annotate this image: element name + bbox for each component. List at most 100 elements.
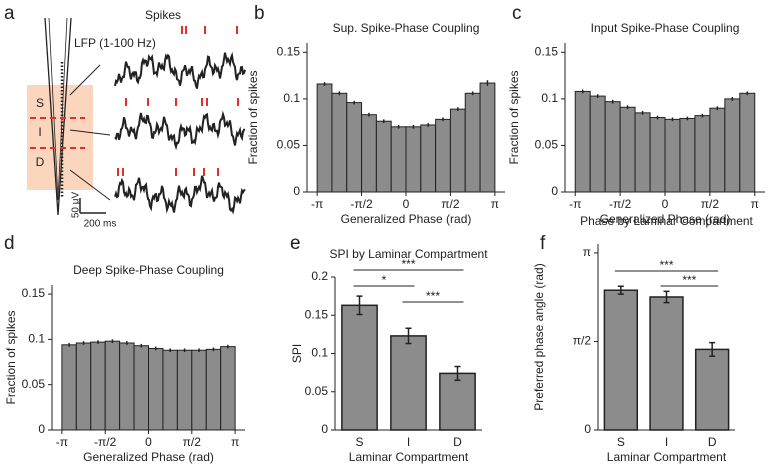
bar [634, 112, 651, 193]
chart-title: SPI by Laminar Compartment [329, 247, 488, 261]
lfp-trace [114, 175, 246, 215]
y-axis-label: SPI [290, 344, 304, 363]
significance-label: *** [682, 273, 696, 287]
x-tick-label: π [231, 435, 239, 449]
x-tick-label: S [617, 435, 625, 449]
x-tick-label: -π/2 [94, 435, 117, 449]
y-tick-label: 0.05 [305, 384, 329, 398]
significance-label: *** [426, 289, 440, 303]
layer-label: D [36, 155, 45, 169]
x-tick-label: -π/2 [609, 197, 632, 211]
y-tick-label: π [583, 245, 591, 259]
bar [119, 342, 135, 431]
bar [420, 124, 437, 193]
bar [90, 341, 106, 431]
scale-y-label: 50 μV [71, 192, 82, 219]
layer-label: S [36, 96, 44, 110]
y-tick-label: 0.15 [22, 286, 46, 300]
y-tick-label: 0.1 [28, 332, 45, 346]
bar [390, 335, 427, 431]
y-tick-label: 0.1 [311, 346, 328, 360]
bar [375, 120, 392, 193]
significance-label: * [382, 273, 387, 287]
panel-label: f [540, 233, 546, 254]
x-tick-label: D [708, 435, 717, 449]
y-tick-label: 0.15 [535, 44, 559, 58]
bar [664, 118, 681, 193]
connector [69, 169, 111, 201]
x-tick-label: -π [569, 197, 581, 211]
bar [390, 126, 407, 193]
y-tick-label: 0.05 [22, 377, 46, 391]
significance-label: *** [659, 258, 673, 272]
bar [220, 346, 236, 431]
bar [148, 347, 164, 431]
bar [104, 340, 121, 431]
y-tick-label: 0.05 [277, 138, 301, 152]
bar [361, 114, 377, 193]
chart-title: Phase by Laminar Compartment [580, 214, 753, 228]
bar [679, 117, 696, 193]
bar [589, 95, 606, 193]
bar [61, 344, 77, 431]
significance-label: *** [401, 257, 415, 271]
y-tick-label: 0 [321, 422, 328, 436]
panel-label: b [254, 3, 265, 24]
y-axis-label: Fraction of spikes [4, 310, 18, 404]
x-axis-label: Generalized Phase (rad) [341, 212, 472, 226]
y-tick-label: 0.15 [277, 44, 301, 58]
bar [724, 98, 741, 193]
bar [346, 102, 363, 193]
y-tick-label: 0 [584, 422, 591, 436]
bar [649, 296, 684, 431]
x-tick-label: I [665, 435, 668, 449]
y-tick-label: 0.1 [283, 91, 300, 105]
bar [341, 304, 378, 431]
x-tick-label: S [355, 435, 363, 449]
bar [739, 92, 756, 193]
spikes-label: Spikes [145, 8, 181, 22]
bar [316, 83, 333, 193]
bar [649, 117, 666, 193]
lfp-trace [114, 51, 246, 89]
connector [69, 129, 111, 136]
connector [69, 64, 101, 96]
y-tick-label: 0.2 [311, 269, 328, 283]
y-tick-label: 0.05 [535, 138, 559, 152]
electrode-inner [48, 17, 68, 201]
bar [331, 92, 348, 193]
y-tick-label: π/2 [573, 334, 592, 348]
y-axis-label: Fraction of spikes [507, 70, 521, 164]
lfp-label: LFP (1-100 Hz) [74, 36, 156, 50]
bar [479, 82, 496, 193]
bar [464, 92, 481, 193]
layer-region [27, 85, 93, 190]
bar [709, 107, 726, 193]
panel-label: e [290, 233, 301, 254]
y-axis-label: Preferred phase angle (rad) [532, 263, 546, 410]
panel-label: c [512, 3, 522, 24]
y-tick-label: 0 [551, 184, 558, 198]
bar [75, 342, 92, 431]
x-tick-label: π/2 [441, 197, 460, 211]
x-tick-label: -π/2 [350, 197, 373, 211]
bar [574, 90, 591, 193]
bar [603, 289, 639, 431]
x-tick-label: -π [311, 197, 323, 211]
x-tick-label: π [491, 197, 499, 211]
scale-x-label: 200 ms [84, 219, 117, 230]
layer-label: I [38, 125, 41, 139]
x-tick-label: 0 [403, 197, 410, 211]
x-tick-label: 0 [145, 435, 152, 449]
x-tick-label: 0 [662, 197, 669, 211]
x-tick-label: D [453, 435, 462, 449]
y-tick-label: 0.1 [541, 91, 558, 105]
panel-a: a Spikes LFP (1-100 Hz) S I D 50 μV 200 … [4, 3, 246, 230]
chart-title: Sup. Spike-Phase Coupling [333, 21, 480, 35]
bar [604, 101, 621, 193]
chart-title: Input Spike-Phase Coupling [591, 21, 740, 35]
x-axis-label: Laminar Compartment [349, 450, 469, 464]
chart-title: Deep Spike-Phase Coupling [73, 263, 224, 277]
x-tick-label: I [407, 435, 410, 449]
